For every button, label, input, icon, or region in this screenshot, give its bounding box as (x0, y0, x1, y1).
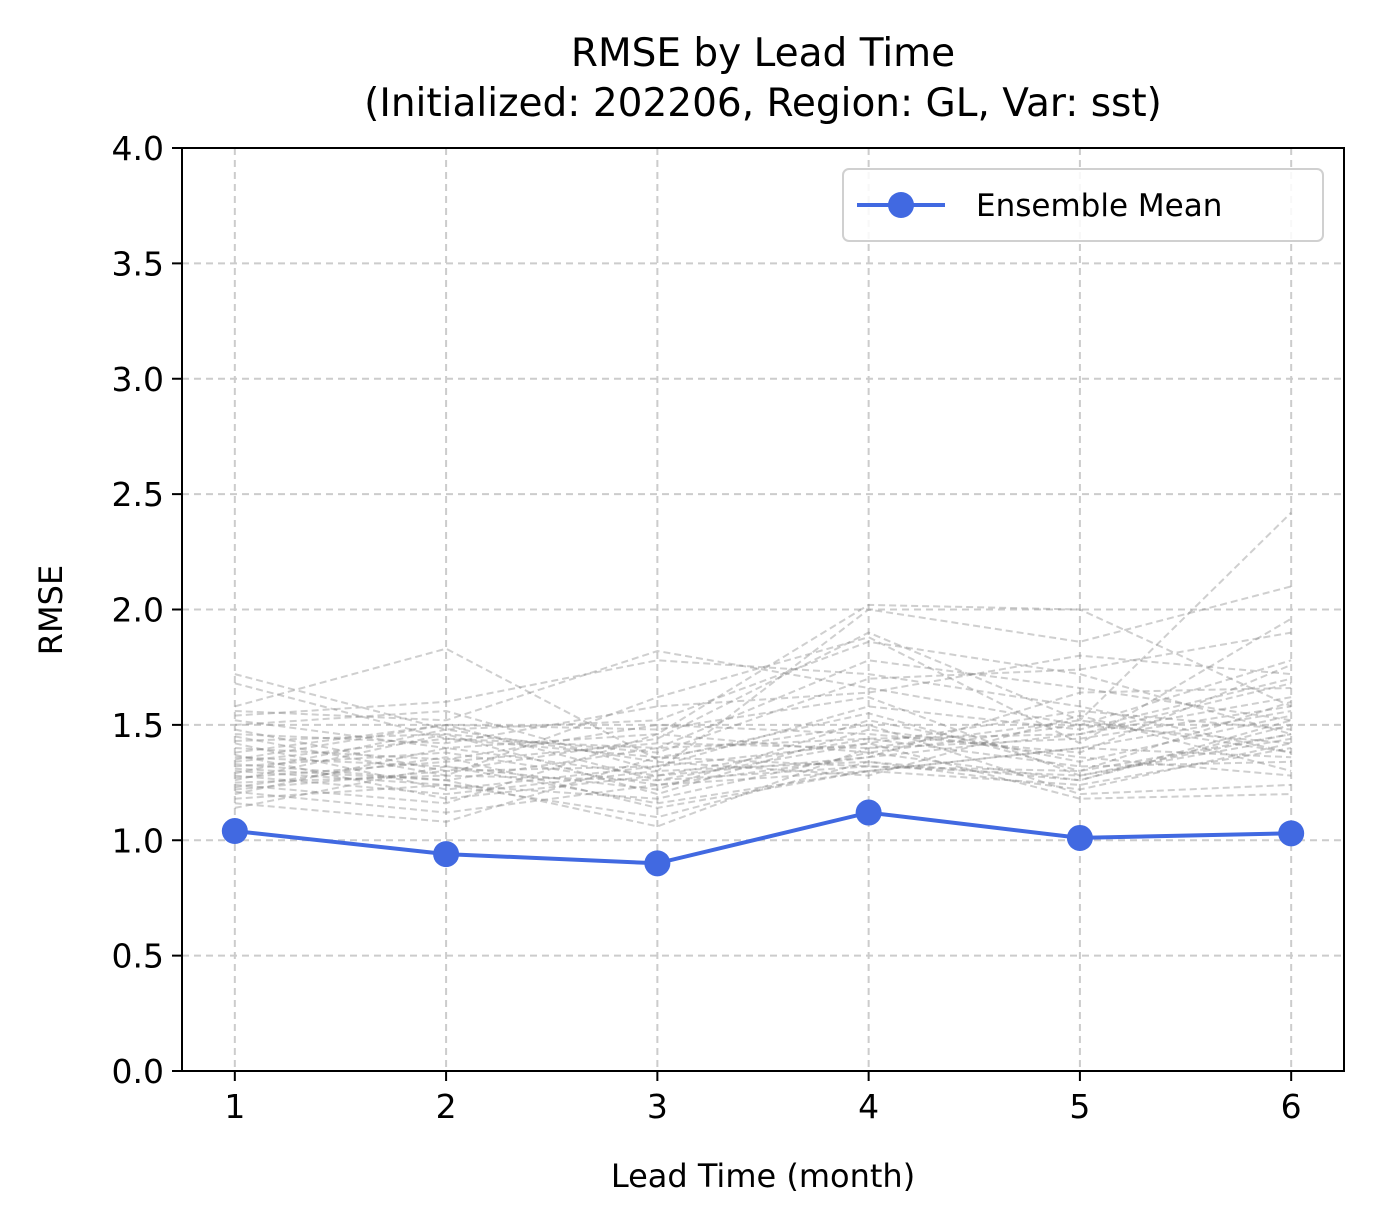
ensemble-member-line (234, 654, 1292, 745)
legend-box (842, 168, 1324, 242)
y-tick-label: 2.0 (112, 591, 164, 630)
ensemble-member-line (234, 696, 1292, 777)
ensemble-mean-line (234, 810, 1292, 866)
ensemble-mean-series (221, 799, 1305, 877)
ensemble-member-line (234, 696, 1292, 782)
ensemble-member-line (234, 709, 1292, 782)
x-tick-label: 5 (1069, 1087, 1090, 1126)
y-axis-label: RMSE (32, 565, 70, 655)
ensemble-member-line (234, 649, 1292, 745)
y-tick-label: 3.5 (112, 244, 164, 283)
ensemble-member-line (234, 719, 1292, 819)
x-axis-ticks: 1 2 3 4 5 6 (224, 1071, 1302, 1126)
ensemble-member-line (234, 640, 1292, 736)
ensemble-member-line (234, 742, 1292, 800)
ensemble-member-line (234, 663, 1292, 761)
ensemble-member-line (234, 682, 1292, 814)
ensemble-member-line (234, 687, 1292, 800)
y-tick-label: 2.5 (112, 475, 164, 514)
y-tick-label: 0.0 (112, 1052, 164, 1091)
ensemble-member-line (234, 710, 1292, 809)
legend-label: Ensemble Mean (976, 188, 1222, 224)
ensemble-member-line (234, 585, 1292, 773)
ensemble-mean-point (433, 841, 460, 868)
ensemble-member-line (234, 714, 1292, 777)
ensemble-member-line (234, 705, 1292, 779)
x-tick-label: 3 (647, 1087, 668, 1126)
x-axis-label: Lead Time (month) (611, 1157, 915, 1195)
x-tick-label: 6 (1281, 1087, 1302, 1126)
ensemble-member-line (234, 659, 1292, 750)
ensemble-member-line (234, 631, 1292, 754)
ensemble-member-line (234, 728, 1292, 796)
ensemble-member-line (234, 733, 1292, 784)
ensemble-member-line (234, 737, 1292, 796)
ensemble-member-line (234, 659, 1292, 805)
y-axis-ticks: 0.0 0.5 1.0 1.5 2.0 2.5 3.0 3.5 4.0 (112, 129, 182, 1091)
ensemble-member-line (234, 677, 1292, 791)
x-tick-label: 1 (224, 1087, 245, 1126)
ensemble-member-line (234, 747, 1292, 809)
ensemble-mean-point (1278, 820, 1305, 847)
grid-lines (182, 147, 1344, 1072)
chart-title: RMSE by Lead Time (571, 31, 955, 76)
legend: Ensemble Mean (842, 168, 1324, 242)
ensemble-member-line (234, 746, 1292, 786)
y-tick-label: 1.0 (112, 821, 164, 860)
ensemble-member-line (234, 742, 1292, 796)
x-tick-label: 2 (436, 1087, 457, 1126)
chart-subtitle: (Initialized: 202206, Region: GL, Var: s… (364, 81, 1162, 126)
ensemble-mean-point (1066, 824, 1093, 851)
ensemble-member-line (234, 723, 1292, 800)
ensemble-member-line (234, 659, 1292, 754)
ensemble-member-line (234, 647, 1292, 773)
y-tick-label: 4.0 (112, 129, 164, 168)
legend-marker (888, 192, 914, 218)
ensemble-member-line (234, 617, 1292, 777)
ensemble-member-line (234, 737, 1292, 777)
ensemble-mean-point (644, 850, 671, 877)
ensemble-member-line (234, 714, 1292, 791)
ensemble-member-line (234, 719, 1292, 828)
y-tick-label: 1.5 (112, 706, 164, 745)
x-tick-label: 4 (858, 1087, 879, 1126)
y-tick-label: 3.0 (112, 360, 164, 399)
ensemble-mean-point (221, 818, 248, 845)
ensemble-member-lines (234, 511, 1292, 828)
ensemble-member-line (234, 511, 1292, 773)
ensemble-member-line (234, 603, 1292, 750)
ensemble-mean-point (855, 799, 882, 826)
y-tick-label: 0.5 (112, 937, 164, 976)
ensemble-member-line (234, 723, 1292, 823)
